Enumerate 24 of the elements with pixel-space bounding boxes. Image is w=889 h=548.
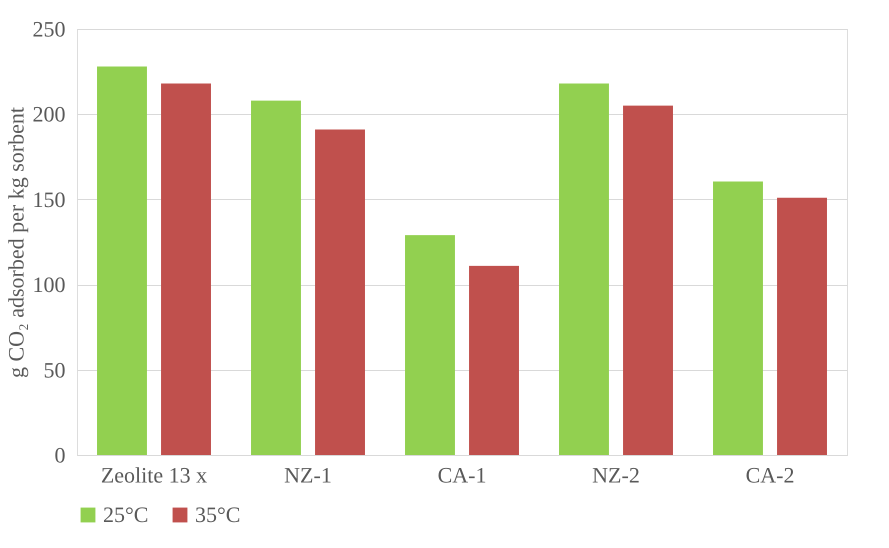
y-tick-label: 0	[54, 442, 66, 468]
x-tick-label: CA-1	[438, 462, 486, 488]
y-axis-title: g CO₂ adsorbed per kg sorbent	[4, 106, 28, 378]
bar	[161, 84, 211, 455]
bar	[469, 266, 519, 455]
legend-label: 25°C	[103, 502, 148, 527]
bar	[559, 84, 609, 455]
x-tick-label: NZ-1	[284, 462, 332, 488]
bar	[713, 182, 763, 455]
y-tick-label: 100	[32, 272, 66, 298]
y-tick-label: 50	[44, 357, 66, 382]
bar	[405, 235, 455, 455]
bar	[315, 130, 365, 455]
bar	[251, 100, 301, 455]
legend-label: 35°C	[195, 502, 240, 527]
bar	[97, 66, 147, 455]
x-tick-label: NZ-2	[592, 462, 640, 488]
x-tick-label: Zeolite 13 x	[100, 462, 208, 488]
bar	[777, 198, 827, 455]
y-tick-label: 200	[32, 102, 66, 127]
bar	[623, 106, 673, 455]
y-tick-label: 250	[32, 16, 66, 42]
x-tick-label: CA-2	[746, 462, 794, 488]
y-tick-label: 150	[32, 186, 66, 212]
